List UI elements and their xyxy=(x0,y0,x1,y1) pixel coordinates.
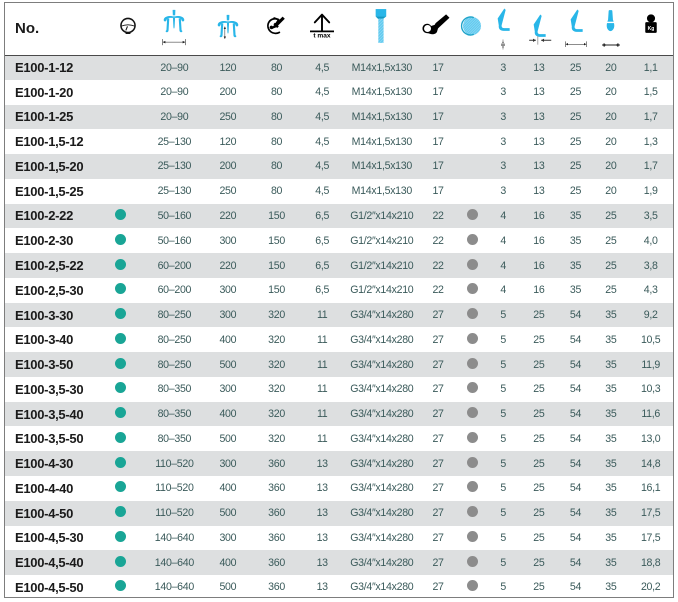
svg-text:t max: t max xyxy=(314,33,332,40)
svg-text:Kg: Kg xyxy=(647,26,654,32)
